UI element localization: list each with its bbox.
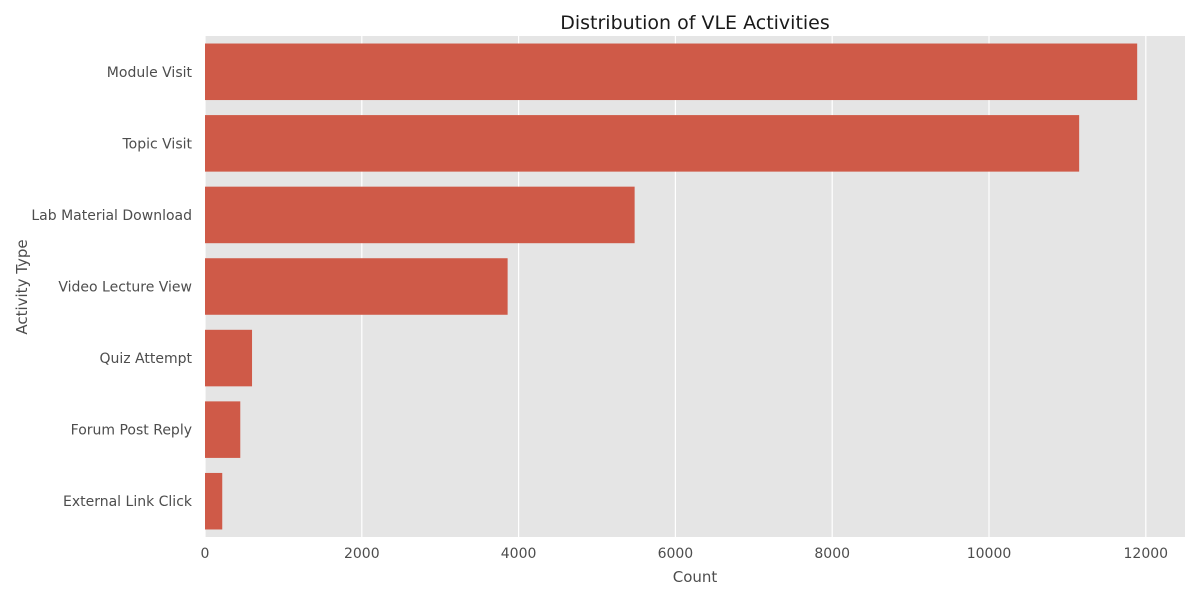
y-tick-labels: Module Visit Topic Visit Lab Material Down…	[31, 65, 193, 510]
bar-module-visit	[205, 43, 1138, 101]
x-tick-label: 8000	[814, 546, 850, 562]
y-tick-label: Forum Post Reply	[71, 423, 192, 439]
x-tick-label: 12000	[1124, 546, 1169, 562]
x-axis-label: Count	[673, 568, 718, 586]
x-tick-labels: 0 2000 4000 6000 8000 10000 12000	[201, 546, 1169, 562]
y-tick-label: Quiz Attempt	[99, 351, 192, 367]
y-axis-label: Activity Type	[13, 239, 31, 334]
x-tick-label: 6000	[658, 546, 694, 562]
bars	[205, 43, 1138, 530]
x-tick-label: 4000	[501, 546, 537, 562]
bar-quiz-attempt	[205, 329, 253, 387]
bar-forum-post-reply	[205, 401, 241, 458]
chart-title: Distribution of VLE Activities	[560, 12, 830, 34]
y-tick-label: Video Lecture View	[58, 280, 192, 296]
bar-topic-visit	[205, 115, 1080, 172]
bar-video-lecture-view	[205, 258, 508, 315]
bar-external-link-click	[205, 472, 223, 530]
bar-lab-material-download	[205, 186, 635, 244]
y-tick-label: External Link Click	[63, 494, 193, 510]
y-tick-label: Topic Visit	[122, 136, 193, 152]
x-tick-label: 2000	[344, 546, 380, 562]
x-tick-label: 10000	[967, 546, 1012, 562]
x-tick-label: 0	[201, 546, 210, 562]
y-tick-label: Lab Material Download	[31, 208, 192, 224]
y-tick-label: Module Visit	[107, 65, 193, 81]
